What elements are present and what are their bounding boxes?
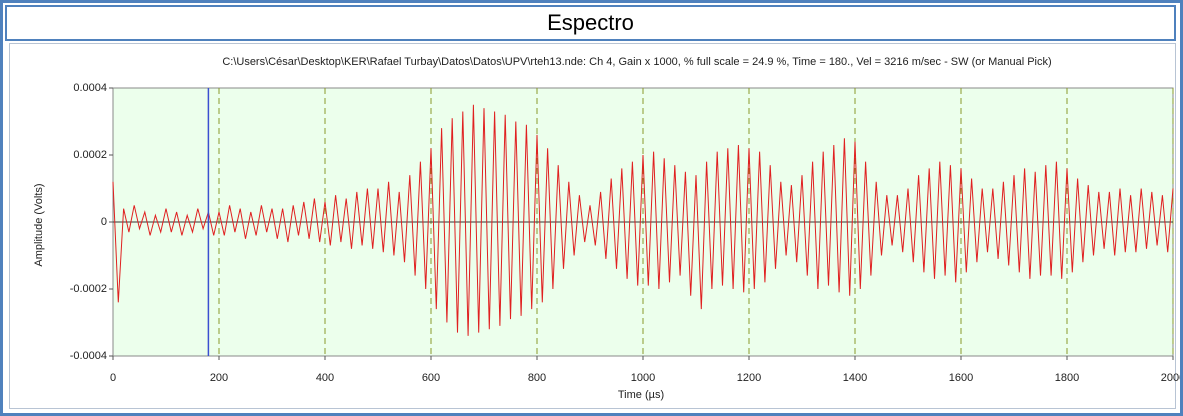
y-tick-label: 0.0004: [73, 82, 107, 94]
window-title: Espectro: [5, 5, 1176, 41]
x-tick-label: 1800: [1055, 372, 1079, 384]
x-tick-label: 800: [528, 372, 546, 384]
x-tick-label: 0: [110, 372, 116, 384]
chart-title: C:\Users\César\Desktop\KER\Rafael Turbay…: [222, 56, 1051, 68]
x-tick-label: 2000: [1161, 372, 1180, 384]
x-tick-label: 1400: [843, 372, 867, 384]
x-tick-label: 1000: [631, 372, 655, 384]
signal-line: [112, 104, 1174, 336]
x-axis-label: Time (µs): [618, 389, 664, 401]
x-tick-label: 1200: [737, 372, 761, 384]
chart-panel: [9, 43, 1176, 409]
y-tick-label: 0: [101, 216, 107, 228]
x-tick-label: 200: [210, 372, 228, 384]
x-tick-label: 400: [316, 372, 334, 384]
y-tick-label: -0.0002: [70, 283, 107, 295]
chart: C:\Users\César\Desktop\KER\Rafael Turbay…: [33, 56, 1180, 401]
x-tick-label: 600: [422, 372, 440, 384]
y-tick-label: 0.0002: [73, 149, 107, 161]
x-tick-label: 1600: [949, 372, 973, 384]
y-axis-label: Amplitude (Volts): [33, 183, 45, 266]
y-tick-label: -0.0004: [70, 350, 107, 362]
